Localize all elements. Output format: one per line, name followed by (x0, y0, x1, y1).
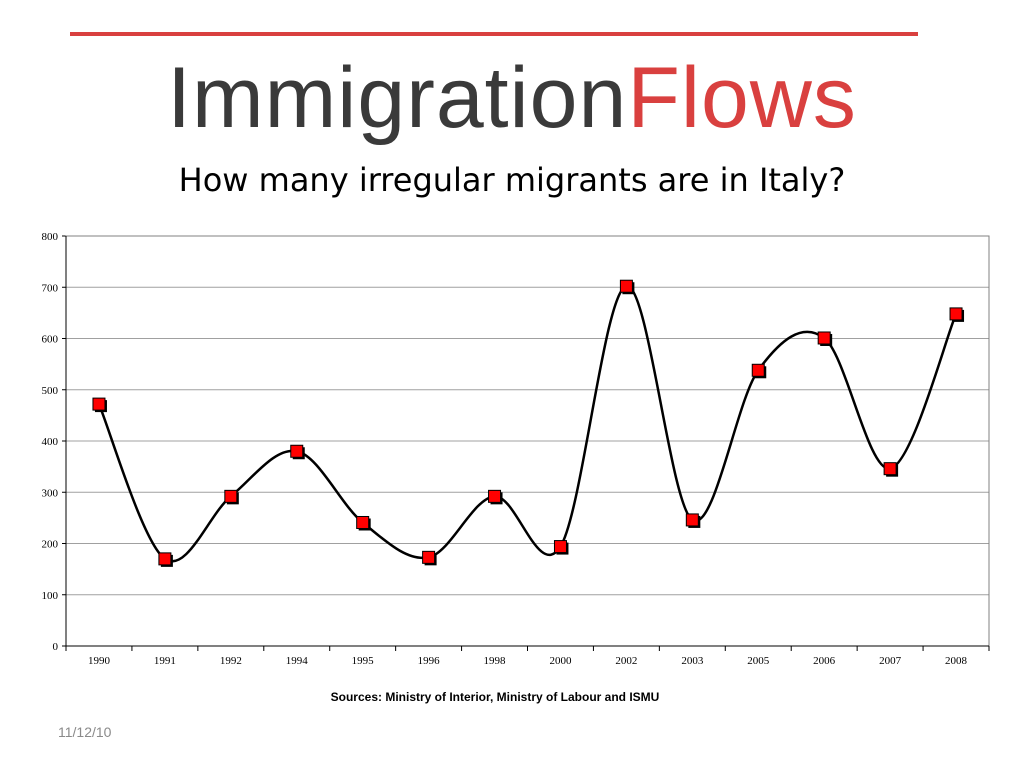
data-point (685, 513, 699, 527)
brand-text-flows: Flows (627, 50, 857, 146)
line-chart: 0 100 200 300 400 500 600 700 800 1990 1991 1992 199… (42, 231, 990, 667)
top-accent-rule (70, 32, 918, 36)
slide-date: 11/12/10 (58, 724, 112, 740)
x-tick-label: 2000 (549, 655, 572, 667)
y-tick-label: 800 (42, 231, 59, 243)
series-line (97, 284, 958, 563)
data-point (224, 489, 238, 503)
data-point (949, 307, 963, 321)
data-point (488, 489, 502, 503)
data-point (92, 397, 106, 411)
data-point (751, 363, 765, 377)
x-tick-label: 1998 (484, 655, 507, 667)
data-point (553, 540, 567, 554)
x-tick-label: 2006 (813, 655, 836, 667)
y-tick-label: 0 (53, 641, 59, 653)
data-point (817, 331, 831, 345)
data-point (883, 462, 897, 476)
y-tick-label: 200 (42, 539, 59, 551)
y-tick-label: 600 (42, 334, 59, 346)
data-point (619, 279, 633, 293)
x-tick-label: 1991 (154, 655, 176, 667)
data-point (356, 515, 370, 529)
data-point (290, 444, 304, 458)
slide-subtitle: How many irregular migrants are in Italy… (178, 161, 846, 199)
data-point (422, 550, 436, 564)
x-tick-label: 2008 (945, 655, 968, 667)
source-note: Sources: Ministry of Interior, Ministry … (330, 690, 660, 704)
x-tick-label: 1995 (352, 655, 375, 667)
data-point (158, 552, 172, 566)
y-tick-label: 300 (42, 487, 59, 499)
x-tick-label: 1996 (418, 655, 441, 667)
brand-text-immigration: Immigration (167, 50, 628, 146)
y-tick-label: 700 (42, 282, 59, 294)
y-tick-label: 100 (42, 590, 59, 602)
x-tick-label: 1994 (286, 655, 309, 667)
x-tick-label: 2007 (879, 655, 902, 667)
x-tick-label: 1992 (220, 655, 242, 667)
x-tick-label: 1990 (88, 655, 111, 667)
x-tick-label: 2005 (747, 655, 770, 667)
x-tick-label: 2003 (681, 655, 704, 667)
y-tick-label: 500 (42, 385, 59, 397)
x-tick-label: 2002 (615, 655, 637, 667)
brand-logo: ImmigrationFlows (0, 46, 1024, 150)
y-tick-label: 400 (42, 436, 59, 448)
